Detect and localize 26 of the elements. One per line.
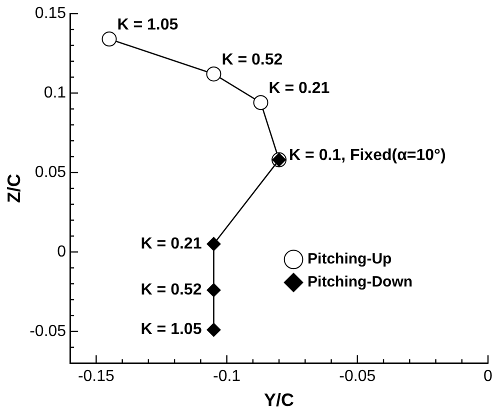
y-tick-label: 0 <box>57 243 66 260</box>
y-tick-label: -0.05 <box>30 322 66 340</box>
x-tick-label: -0.1 <box>213 368 241 386</box>
point <box>253 95 268 110</box>
point <box>102 32 117 47</box>
legend-label: Pitching-Up <box>308 250 392 268</box>
y-tick-label: 0.15 <box>34 5 66 22</box>
x-tick-label: -0.15 <box>78 368 115 386</box>
annotation: K = 1.05 <box>117 16 178 34</box>
annotation: K = 0.52 <box>222 51 283 68</box>
legend-label: Pitching-Down <box>308 274 413 291</box>
x-axis-title: Y/C <box>264 390 294 410</box>
point <box>206 283 221 298</box>
annotation: K = 0.21 <box>140 235 202 252</box>
annotation: K = 0.1, Fixed(α=10°) <box>289 147 446 164</box>
y-axis-title: Z/C <box>4 174 24 203</box>
point <box>206 237 221 252</box>
annotation: K = 0.21 <box>268 80 330 97</box>
x-tick-label: -0.05 <box>339 368 376 386</box>
y-tick-label: 0.1 <box>44 84 66 102</box>
x-tick-label: 0 <box>484 368 493 386</box>
y-tick-label: 0.05 <box>34 164 66 181</box>
point <box>206 322 221 337</box>
point <box>206 66 222 82</box>
annotation: K = 1.05 <box>140 321 202 338</box>
annotation: K = 0.52 <box>140 282 202 299</box>
